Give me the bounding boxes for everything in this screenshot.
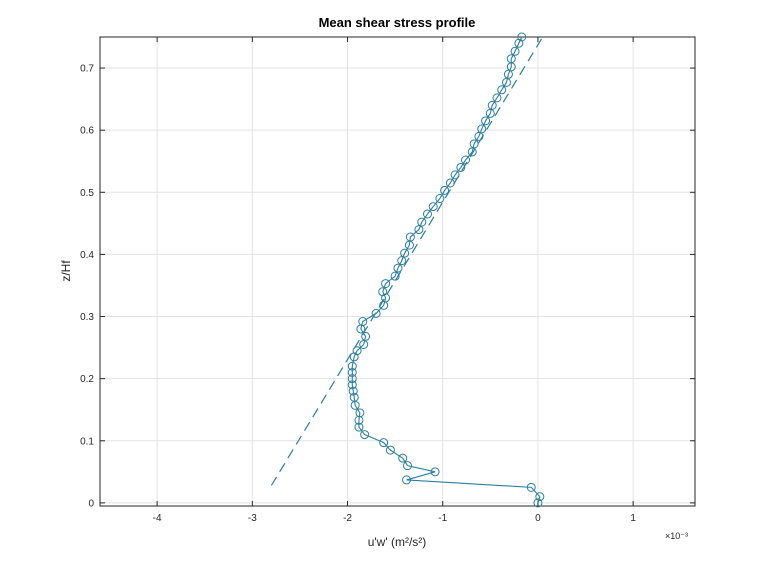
data-point	[533, 498, 543, 508]
data-point	[354, 422, 364, 432]
x-tick-label: 1	[630, 513, 636, 524]
series-line	[351, 36, 541, 504]
x-axis-multiplier: ×10⁻³	[665, 531, 688, 541]
data-point	[402, 475, 412, 485]
data-point	[381, 279, 391, 289]
data-point	[514, 38, 524, 48]
data-point	[477, 124, 487, 134]
data-point	[405, 232, 415, 242]
data-point	[371, 308, 381, 318]
y-tick-label: 0.7	[80, 64, 94, 75]
data-point	[381, 293, 391, 303]
y-tick-label: 0.6	[80, 126, 94, 137]
data-point	[428, 202, 438, 212]
axes: -4 -3 -2 -1 0 1 0 0.1 0.2 0.3 0.4 0.5 0.6 0.7	[80, 36, 696, 524]
axes-box	[99, 36, 696, 507]
y-tick-label: 0.1	[80, 436, 94, 447]
data-point	[349, 392, 359, 402]
data-point	[361, 331, 371, 341]
y-tick-label: 0.4	[80, 250, 94, 261]
grid	[100, 37, 695, 506]
data-point	[393, 263, 403, 273]
y-tick-label: 0.5	[80, 188, 94, 199]
data-point	[497, 85, 507, 95]
data-point	[355, 408, 365, 418]
data-point	[450, 170, 460, 180]
data-point	[349, 352, 359, 362]
data-point	[481, 116, 491, 126]
data-point	[487, 100, 497, 110]
data-point	[385, 445, 395, 455]
x-tick-label: -4	[153, 513, 162, 524]
data-point	[535, 492, 545, 502]
data-point	[526, 482, 536, 492]
y-axis-label: z/Hf	[59, 260, 73, 282]
data-point	[348, 386, 358, 396]
x-tick-label: 0	[535, 513, 541, 524]
x-tick-label: -2	[343, 513, 352, 524]
data-point	[440, 185, 450, 195]
y-tick-label: 0.2	[80, 374, 94, 385]
data-point	[347, 367, 357, 377]
data-point	[352, 346, 362, 356]
data-point	[358, 317, 368, 327]
data-point	[510, 46, 520, 56]
x-tick-label: -3	[248, 513, 257, 524]
data-point	[390, 271, 400, 281]
data-point	[417, 217, 427, 227]
data-point	[492, 93, 502, 103]
data-marks	[270, 32, 545, 508]
reference-dashed-line	[270, 36, 544, 486]
data-point	[456, 162, 466, 172]
data-point	[379, 438, 389, 448]
data-point	[517, 32, 527, 42]
chart-title: Mean shear stress profile	[319, 15, 476, 30]
y-tick-label: 0.3	[80, 312, 94, 323]
data-point	[400, 248, 410, 258]
data-point	[506, 54, 516, 64]
x-axis-label: u'w' (m²/s²)	[368, 535, 427, 549]
data-point	[347, 361, 357, 371]
data-point	[347, 380, 357, 390]
y-tick-label: 0	[88, 498, 94, 509]
data-point	[402, 461, 412, 471]
data-point	[435, 194, 445, 204]
data-point	[422, 209, 432, 219]
data-point	[398, 453, 408, 463]
plot-area	[100, 37, 695, 506]
data-point	[469, 139, 479, 149]
data-point	[378, 287, 388, 297]
data-point	[430, 467, 440, 477]
data-point	[347, 374, 357, 384]
x-tick-label: -1	[438, 513, 447, 524]
data-point	[360, 430, 370, 440]
